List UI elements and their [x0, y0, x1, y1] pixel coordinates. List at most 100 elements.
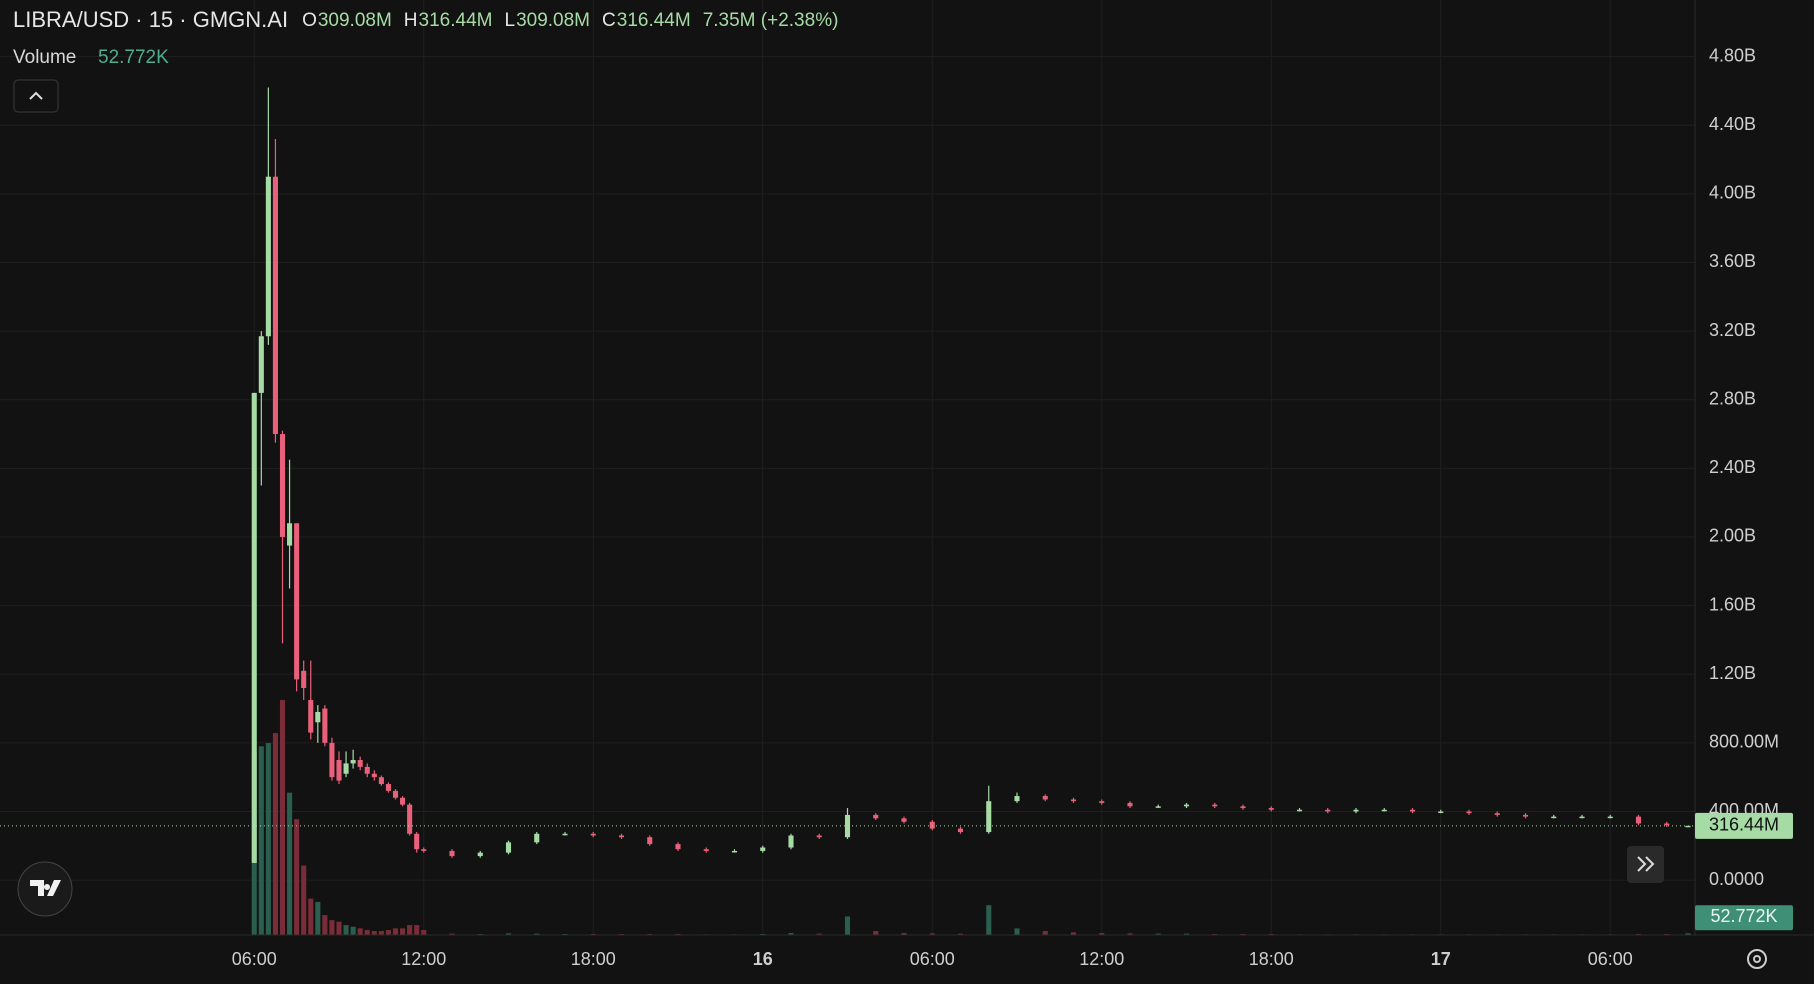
- volume-bar: [901, 933, 907, 935]
- candle-body: [1438, 811, 1444, 813]
- y-tick-label: 1.60B: [1709, 594, 1756, 614]
- candle-body: [287, 523, 293, 546]
- volume-bar: [371, 931, 377, 935]
- last-volume-label: 52.772K: [1710, 906, 1777, 926]
- candle-body: [258, 336, 264, 393]
- x-tick-label: 18:00: [571, 949, 616, 969]
- settings-ring[interactable]: [1747, 949, 1767, 969]
- collapse-box[interactable]: [13, 79, 59, 113]
- collapse-button[interactable]: [13, 79, 59, 113]
- candle-body: [385, 784, 391, 791]
- x-tick-label: 16: [753, 949, 773, 969]
- ohlc-key: H: [404, 10, 418, 31]
- candle-body: [1607, 816, 1613, 819]
- candle-body: [1579, 816, 1585, 819]
- volume-bar: [929, 933, 935, 935]
- candle-body: [329, 742, 335, 778]
- scroll-icon: [1637, 856, 1655, 872]
- x-tick-label: 17: [1431, 949, 1451, 969]
- volume-bar: [258, 746, 264, 935]
- scroll-right-button[interactable]: [1627, 846, 1664, 883]
- volume-bar: [1183, 933, 1190, 935]
- candle-body: [1494, 813, 1500, 815]
- candle-body: [760, 847, 766, 851]
- volume-bar: [343, 925, 349, 935]
- candle-body: [873, 814, 879, 819]
- candle-body: [421, 849, 427, 851]
- volume-bar: [279, 700, 286, 935]
- candle-body: [986, 801, 992, 833]
- candle-body: [901, 818, 907, 822]
- volume-bar: [407, 925, 413, 935]
- candle-body: [788, 835, 794, 848]
- volume-bar: [364, 930, 370, 935]
- candles: [251, 87, 1691, 863]
- volume-pane: [251, 700, 1691, 935]
- ohlc-value: 316.44M: [617, 10, 691, 31]
- volume-bar: [1127, 933, 1133, 935]
- volume-bar: [873, 931, 879, 935]
- volume-bar: [1070, 932, 1077, 935]
- volume-bar: [414, 925, 420, 935]
- candle-body: [1183, 804, 1190, 807]
- settings-button[interactable]: [1747, 949, 1767, 969]
- settings-hub: [1753, 955, 1761, 963]
- candle-body: [1014, 796, 1020, 802]
- chart-title: LIBRA/USD · 15 · GMGN.AI: [13, 7, 288, 32]
- volume-bar: [329, 920, 335, 935]
- candle-body: [407, 804, 413, 834]
- volume-bar: [505, 933, 512, 935]
- x-tick-label: 18:00: [1249, 949, 1294, 969]
- x-tick-label: 06:00: [232, 949, 277, 969]
- volume-bar: [265, 743, 271, 935]
- volume-bar: [378, 931, 384, 935]
- ohlc-value: 316.44M: [419, 10, 493, 31]
- volume-bar: [301, 865, 307, 935]
- volume-bar: [449, 933, 455, 935]
- volume-bar: [385, 930, 391, 935]
- candle-body: [400, 797, 406, 805]
- axes: 0.0000400.00M800.00M1.20B1.60B2.00B2.40B…: [0, 45, 1793, 969]
- candle-body: [1099, 801, 1105, 803]
- volume-bar: [534, 933, 540, 935]
- y-tick-label: 4.40B: [1709, 114, 1756, 134]
- candle-body: [703, 849, 709, 851]
- tradingview-logo[interactable]: [17, 861, 73, 917]
- candle-body: [675, 844, 681, 850]
- last-volume-tag: [1695, 905, 1793, 931]
- candle-body: [1212, 804, 1218, 807]
- candle-body: [272, 176, 278, 435]
- volume-bar: [1014, 928, 1020, 935]
- ohlc-key: L: [504, 10, 515, 31]
- candle-body: [562, 833, 568, 836]
- candle-body: [1551, 816, 1557, 819]
- candle-body: [1409, 809, 1416, 812]
- volume-bar: [294, 819, 300, 935]
- candle-body: [1353, 809, 1359, 812]
- y-tick-label: 0.0000: [1709, 869, 1764, 889]
- volume-bar: [287, 792, 293, 935]
- candle-body: [301, 670, 307, 688]
- volume-bar: [957, 933, 964, 935]
- y-tick-label: 800.00M: [1709, 732, 1779, 752]
- volume-bar: [315, 901, 321, 935]
- candle-body: [1240, 806, 1246, 809]
- candle-body: [364, 766, 370, 774]
- volume-bar: [357, 928, 363, 935]
- candle-body: [1522, 814, 1529, 817]
- price-change: 7.35M (+2.38%): [703, 10, 839, 31]
- volume-bar: [392, 928, 399, 935]
- candle-body: [816, 835, 822, 838]
- collapse-icon: [29, 91, 43, 100]
- candle-body: [1466, 811, 1472, 814]
- candle-body: [1664, 823, 1670, 826]
- volume-bar: [350, 926, 356, 935]
- candle-body: [731, 850, 738, 853]
- candle-body: [1042, 796, 1048, 800]
- volume-bar: [322, 915, 328, 935]
- volume-bar: [421, 930, 427, 935]
- candle-body: [1635, 816, 1642, 824]
- candle-body: [505, 842, 512, 853]
